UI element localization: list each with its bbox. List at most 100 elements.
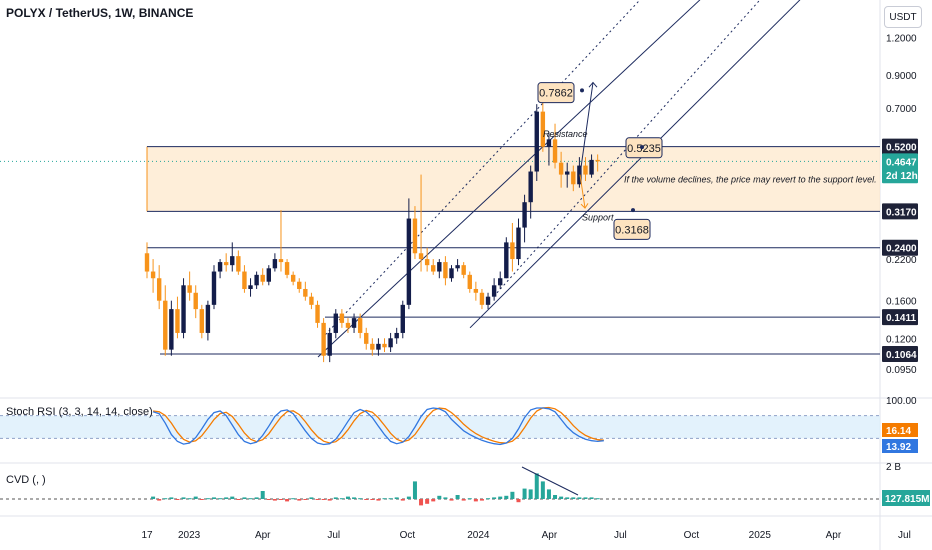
target-mid-callout-dot <box>640 145 644 150</box>
price-tick: 0.2200 <box>886 255 917 266</box>
candle-body <box>546 139 552 147</box>
cvd-bar <box>479 499 484 501</box>
cvd-bar <box>583 497 588 499</box>
stoch-k-line <box>152 407 604 446</box>
cvd-bar <box>254 497 259 499</box>
candle-body <box>297 281 302 289</box>
chart-title: POLYX / TetherUS, 1W, BINANCE <box>6 6 194 20</box>
stoch-tick-100: 100.00 <box>886 396 917 407</box>
candle-body <box>437 262 442 272</box>
candle-body <box>534 111 539 172</box>
cvd-bar <box>169 497 174 499</box>
cvd-bar <box>431 499 436 502</box>
price-tick: 0.9000 <box>886 71 917 82</box>
cvd-bar <box>528 489 533 499</box>
arrow-down-line <box>579 174 586 209</box>
time-tick: 2023 <box>178 530 201 541</box>
candle-body <box>400 304 405 333</box>
candle-body <box>327 332 332 356</box>
resistance-label: Resistance <box>543 129 588 139</box>
cvd-bar <box>297 499 302 501</box>
support-label: Support <box>582 213 614 223</box>
channel-upper <box>317 0 701 358</box>
price-tick: 1.2000 <box>886 33 917 44</box>
candle-body <box>205 304 211 333</box>
cvd-bar <box>163 498 168 500</box>
cvd-trendline <box>521 466 579 496</box>
price-tick: 0.7000 <box>886 104 917 115</box>
candle-body <box>571 171 576 185</box>
resistance-zone <box>147 146 880 212</box>
cvd-bar <box>419 499 424 506</box>
candle-body <box>394 332 399 339</box>
cvd-bar <box>406 496 411 499</box>
cvd-bar <box>388 498 393 500</box>
price-badge-bg <box>882 309 918 326</box>
candle-body <box>357 318 363 333</box>
time-tick: 2024 <box>467 530 490 541</box>
cvd-bar <box>437 495 442 499</box>
cvd-bar <box>546 489 551 499</box>
candle-body <box>577 165 582 185</box>
target-high-callout-box <box>537 82 575 104</box>
cvd-bar <box>218 498 223 500</box>
price-tick: 0.1600 <box>886 297 917 308</box>
price-axis[interactable]: 1.2000 0.9000 0.7000 0.5200 0.3170 0.24000.22… <box>882 33 918 376</box>
cvd-bar <box>559 496 564 499</box>
candle-body <box>290 274 296 282</box>
cvd-bar <box>443 497 448 499</box>
cvd-bar <box>522 488 527 499</box>
candle-body <box>156 278 162 301</box>
cvd-tick-2b: 2 B <box>886 462 901 473</box>
cvd-bar <box>224 497 229 499</box>
cvd-bar <box>449 499 454 501</box>
price-badge: 0.5200 <box>886 143 917 154</box>
cvd-bar <box>352 497 357 499</box>
candle-body <box>321 322 326 356</box>
stoch-d-badge-bg <box>882 423 918 437</box>
time-tick: Jul <box>898 530 911 541</box>
candle-body <box>552 139 558 163</box>
candle-body <box>163 300 168 350</box>
cvd-pane: 2 B 127.815M <box>0 462 930 506</box>
candle-body <box>236 256 241 272</box>
candle-body <box>528 171 533 203</box>
price-badge-bg <box>882 346 918 362</box>
candle-body <box>522 202 527 228</box>
price-badge: 2d 12h <box>886 171 918 182</box>
candle-body <box>309 296 314 305</box>
cvd-bar <box>181 497 186 499</box>
candle-body <box>461 265 466 275</box>
cvd-bar <box>553 495 558 499</box>
time-tick: Apr <box>826 530 842 541</box>
target-low-callout-box <box>613 218 651 240</box>
cvd-bar <box>291 498 296 500</box>
target-high-callout-dot <box>580 88 584 93</box>
currency-button[interactable]: USDT <box>884 6 922 28</box>
cvd-bar <box>461 499 466 501</box>
candle-body <box>266 268 271 282</box>
cvd-bar <box>358 498 363 500</box>
candle-body <box>424 259 430 266</box>
candle-body <box>333 313 338 333</box>
price-badge-bg <box>882 203 918 220</box>
cvd-badge-bg <box>882 490 930 506</box>
candle-body <box>248 285 253 289</box>
candle-body <box>467 274 472 289</box>
time-tick: Jul <box>327 530 340 541</box>
cvd-bar <box>577 497 582 499</box>
candle-body <box>485 296 491 305</box>
cvd-bar <box>492 497 497 499</box>
cvd-bar <box>364 499 369 500</box>
target-mid-callout: 0.5235 <box>627 143 661 155</box>
time-axis[interactable]: 17 2023 Apr Jul Oct 2024 Apr Jul Oct 2025 Apr Jul <box>141 530 910 541</box>
stoch-rsi-pane: 100.00 16.14 13.92 <box>0 396 918 453</box>
candle-body <box>254 274 259 286</box>
candle-body <box>370 343 375 350</box>
stoch-band <box>0 415 880 439</box>
cvd-badge: 127.815M <box>885 494 929 505</box>
target-high-callout: 0.7862 <box>539 88 573 100</box>
cvd-bar <box>345 496 350 499</box>
time-tick: Apr <box>255 530 271 541</box>
